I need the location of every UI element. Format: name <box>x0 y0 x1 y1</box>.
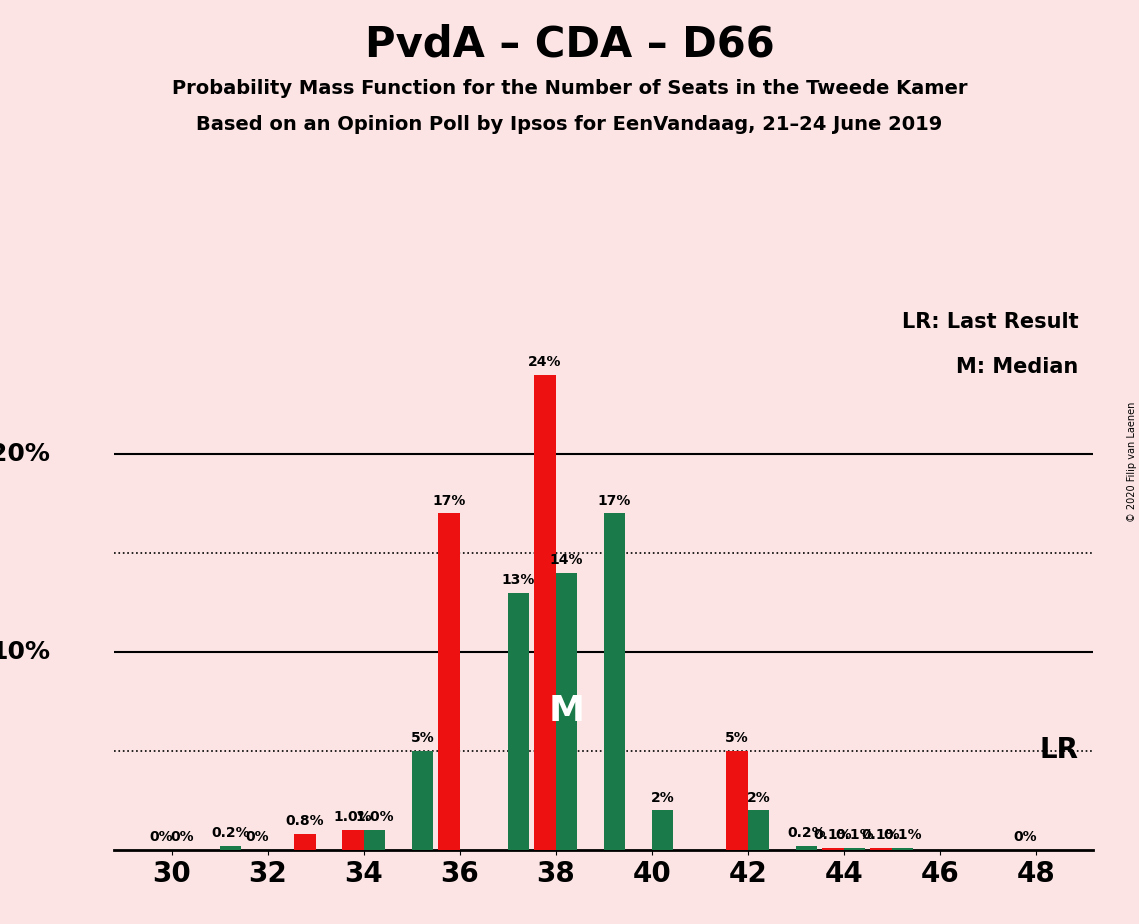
Text: 17%: 17% <box>432 493 466 507</box>
Text: 0%: 0% <box>245 830 269 845</box>
Text: 0.1%: 0.1% <box>813 828 852 842</box>
Text: 2%: 2% <box>747 791 770 805</box>
Bar <box>652 810 673 850</box>
Text: 24%: 24% <box>528 355 562 369</box>
Bar <box>439 514 460 850</box>
Text: 0.2%: 0.2% <box>787 826 826 840</box>
Bar <box>294 834 316 850</box>
Text: 14%: 14% <box>550 553 583 567</box>
Text: 0%: 0% <box>171 830 194 845</box>
Text: Probability Mass Function for the Number of Seats in the Tweede Kamer: Probability Mass Function for the Number… <box>172 79 967 98</box>
Text: PvdA – CDA – D66: PvdA – CDA – D66 <box>364 23 775 65</box>
Text: 1.0%: 1.0% <box>334 810 372 824</box>
Text: 5%: 5% <box>410 731 434 745</box>
Bar <box>796 846 818 850</box>
Text: 0.2%: 0.2% <box>211 826 249 840</box>
Bar <box>844 848 866 850</box>
Bar <box>363 831 385 850</box>
Bar <box>604 514 625 850</box>
Text: 0%: 0% <box>1014 830 1036 845</box>
Bar <box>727 751 747 850</box>
Bar <box>220 846 241 850</box>
Bar <box>892 848 913 850</box>
Text: 5%: 5% <box>726 731 748 745</box>
Text: M: Median: M: Median <box>957 357 1079 377</box>
Text: 10%: 10% <box>0 640 50 664</box>
Bar <box>411 751 433 850</box>
Text: Based on an Opinion Poll by Ipsos for EenVandaag, 21–24 June 2019: Based on an Opinion Poll by Ipsos for Ee… <box>196 116 943 135</box>
Bar <box>342 831 363 850</box>
Bar <box>556 573 577 850</box>
Text: 0%: 0% <box>149 830 172 845</box>
Text: © 2020 Filip van Laenen: © 2020 Filip van Laenen <box>1126 402 1137 522</box>
Text: 20%: 20% <box>0 442 50 466</box>
Text: M: M <box>549 695 584 728</box>
Bar <box>822 848 844 850</box>
Text: 13%: 13% <box>502 573 535 587</box>
Bar <box>870 848 892 850</box>
Text: 0.1%: 0.1% <box>862 828 900 842</box>
Bar <box>534 375 556 850</box>
Bar <box>508 592 530 850</box>
Bar <box>747 810 769 850</box>
Text: 0.8%: 0.8% <box>286 814 325 828</box>
Text: 1.0%: 1.0% <box>355 810 394 824</box>
Text: LR: LR <box>1040 736 1079 764</box>
Text: 2%: 2% <box>650 791 674 805</box>
Text: LR: Last Result: LR: Last Result <box>902 312 1079 333</box>
Text: 0.1%: 0.1% <box>835 828 874 842</box>
Text: 0.1%: 0.1% <box>883 828 921 842</box>
Text: 17%: 17% <box>598 493 631 507</box>
